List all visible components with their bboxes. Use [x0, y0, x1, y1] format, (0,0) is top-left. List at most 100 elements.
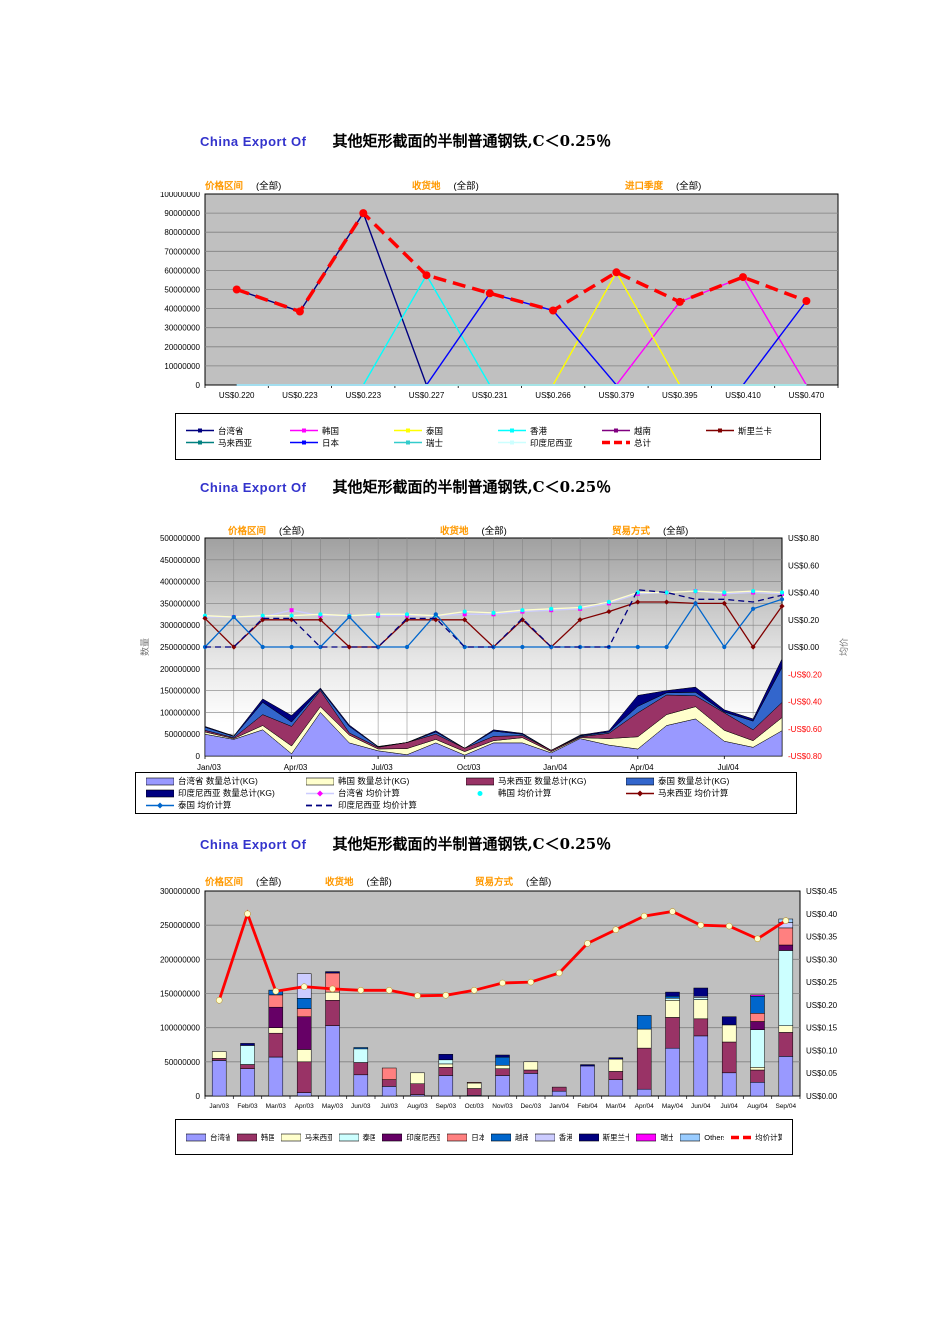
chart2-brand: China Export Of — [200, 480, 307, 495]
legend-label: 台湾省 — [210, 1132, 230, 1142]
legend-item: 印度尼西亚 数量总计(KG) — [146, 787, 306, 799]
svg-text:US$0.20: US$0.20 — [788, 616, 820, 625]
legend-label: 台湾省 数量总计(KG) — [178, 776, 258, 786]
legend-label: 日本 — [322, 437, 340, 448]
legend-label: 越南 — [634, 425, 652, 436]
svg-text:US$0.410: US$0.410 — [725, 391, 761, 400]
svg-text:100000000: 100000000 — [160, 708, 201, 717]
svg-text:-US$0.60: -US$0.60 — [788, 725, 822, 734]
legend-swatch — [186, 440, 214, 445]
filter-destination[interactable]: 收货地 (全部) — [440, 526, 507, 537]
legend-item: 印度尼西亚 — [498, 437, 602, 449]
legend-swatch — [447, 1133, 468, 1141]
chart3-title: 其他矩形截面的半制普通钢铁,C＜0.25％ — [332, 835, 612, 853]
legend-item: 台湾省 均价计算 — [306, 787, 466, 799]
legend-item: 斯里兰卡 — [578, 1132, 630, 1143]
line-chart-svg: 0 10000000 20000000 30000000 40000000 5000000… — [160, 190, 839, 400]
svg-text:10000000: 10000000 — [164, 362, 200, 371]
svg-text:US$0.00: US$0.00 — [806, 1092, 838, 1101]
svg-text:Apr/04: Apr/04 — [630, 763, 654, 772]
legend-label: 香港 — [530, 425, 548, 436]
filter-price-range[interactable]: 价格区间 (全部) — [205, 181, 282, 192]
filter-trade-mode[interactable]: 贸易方式 (全部) — [475, 877, 552, 888]
svg-text:Apr/04: Apr/04 — [635, 1103, 655, 1110]
legend-item: 台湾省 — [186, 425, 290, 437]
legend-swatch — [236, 1133, 257, 1141]
svg-text:200000000: 200000000 — [160, 955, 201, 964]
svg-text:Jan/04: Jan/04 — [543, 763, 568, 772]
legend-swatch — [280, 1133, 301, 1141]
svg-text:Sep/03: Sep/03 — [435, 1103, 456, 1110]
filter-trade-mode[interactable]: 贸易方式 (全部) — [612, 526, 689, 537]
chart3-legend: 台湾省 韩国 马来西亚 泰国 印度尼西亚 日本 越南 香港 斯里兰卡 瑞士 Others 均价计算 — [175, 1119, 793, 1155]
legend-item: 香港 — [534, 1132, 572, 1143]
svg-text:US$0.266: US$0.266 — [535, 391, 571, 400]
legend-swatch — [706, 428, 734, 433]
svg-text:Oct/03: Oct/03 — [457, 763, 481, 772]
svg-text:-US$0.40: -US$0.40 — [788, 698, 822, 707]
legend-item: 瑞士 — [636, 1132, 673, 1143]
filter-price-range[interactable]: 价格区间 (全部) — [228, 526, 305, 537]
svg-text:400000000: 400000000 — [160, 578, 201, 587]
svg-text:Aug/03: Aug/03 — [407, 1103, 428, 1110]
svg-text:Jul/04: Jul/04 — [718, 763, 740, 772]
svg-text:数量: 数量 — [139, 638, 150, 656]
legend-swatch — [602, 428, 630, 433]
legend-label: 韩国 — [260, 1132, 274, 1142]
svg-text:US$0.231: US$0.231 — [472, 391, 508, 400]
legend-label: 泰国 数量总计(KG) — [658, 776, 730, 786]
legend-label: 韩国 数量总计(KG) — [338, 776, 410, 786]
legend-item: 韩国 均价计算 — [466, 787, 626, 799]
chart2-title-row: China Export Of 其他矩形截面的半制普通钢铁,C＜0.25％ — [200, 476, 611, 497]
chart3-brand: China Export Of — [200, 837, 307, 852]
svg-text:US$0.223: US$0.223 — [282, 391, 318, 400]
svg-text:US$0.20: US$0.20 — [806, 1001, 838, 1010]
legend-swatch — [382, 1133, 403, 1141]
legend-label: 越南 — [515, 1132, 528, 1142]
filter-destination[interactable]: 收货地 (全部) — [325, 877, 392, 888]
legend-label: 马来西亚 均价计算 — [658, 788, 729, 798]
svg-text:30000000: 30000000 — [164, 324, 200, 333]
svg-text:500000000: 500000000 — [160, 534, 201, 543]
chart2-filters: 价格区间 (全部) 收货地 (全部) 贸易方式 (全部) — [0, 521, 950, 537]
svg-text:50000000: 50000000 — [164, 730, 200, 739]
svg-text:US$0.40: US$0.40 — [788, 589, 820, 598]
svg-text:US$0.227: US$0.227 — [409, 391, 445, 400]
svg-text:US$0.60: US$0.60 — [788, 561, 820, 570]
svg-text:Jan/04: Jan/04 — [549, 1103, 569, 1110]
legend-label: 印度尼西亚 均价计算 — [338, 800, 417, 810]
svg-text:US$0.25: US$0.25 — [806, 978, 838, 987]
chart1-legend: 台湾省 韩国 泰国 香港 越南 斯里兰卡 马来西亚 日本 瑞士 印度尼西亚 总计 — [175, 413, 821, 460]
legend-label: 斯里兰卡 — [602, 1132, 630, 1142]
legend-swatch — [146, 802, 174, 808]
legend-swatch — [186, 428, 214, 433]
legend-item: 泰国 — [338, 1132, 375, 1143]
legend-item: 印度尼西亚 均价计算 — [306, 799, 466, 811]
legend-item: 印度尼西亚 — [382, 1132, 440, 1143]
svg-text:Mar/03: Mar/03 — [266, 1103, 287, 1110]
svg-text:Aug/04: Aug/04 — [747, 1103, 768, 1110]
legend-swatch — [498, 440, 526, 445]
legend-item: 泰国 — [394, 425, 498, 437]
svg-text:90000000: 90000000 — [164, 209, 200, 218]
legend-label: 马来西亚 — [218, 437, 253, 448]
svg-text:150000000: 150000000 — [160, 687, 201, 696]
chart1-title: 其他矩形截面的半制普通钢铁,C＜0.25％ — [332, 132, 612, 150]
svg-text:US$0.395: US$0.395 — [662, 391, 698, 400]
filter-destination[interactable]: 收货地 (全部) — [412, 181, 479, 192]
legend-item: 马来西亚 数量总计(KG) — [466, 775, 626, 787]
svg-text:US$0.80: US$0.80 — [788, 534, 820, 543]
area-price-combo-chart: 0 50000000 100000000 150000000 200000000 2500… — [135, 533, 855, 783]
filter-import-quarter[interactable]: 进口季度 (全部) — [625, 181, 702, 192]
legend-swatch — [306, 777, 334, 785]
legend-item: 台湾省 数量总计(KG) — [146, 775, 306, 787]
legend-label: 香港 — [558, 1132, 572, 1142]
legend-label: 日本 — [471, 1132, 485, 1142]
filter-price-range[interactable]: 价格区间 (全部) — [205, 877, 282, 888]
svg-text:350000000: 350000000 — [160, 599, 201, 608]
svg-text:US$0.220: US$0.220 — [219, 391, 255, 400]
legend-label: 瑞士 — [426, 437, 444, 448]
svg-text:Jul/03: Jul/03 — [381, 1103, 399, 1110]
svg-text:20000000: 20000000 — [164, 343, 200, 352]
